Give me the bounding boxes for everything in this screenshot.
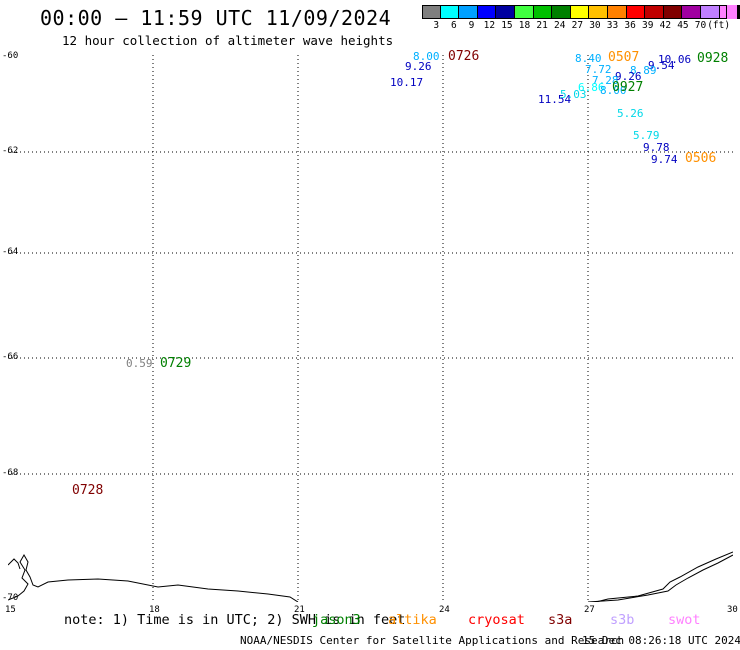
latitude-label: -70 — [2, 593, 19, 603]
scale-label: 30 — [589, 20, 601, 31]
wave-height-label: 9.78 — [643, 141, 670, 154]
wave-height-label: 8.40 — [575, 52, 602, 65]
scale-label: 3 — [433, 20, 440, 31]
scale-label: 15 — [501, 20, 513, 31]
scale-swatch — [458, 5, 477, 19]
scale-swatch — [422, 5, 440, 19]
longitude-label: 24 — [439, 605, 450, 615]
wave-height-label: 7.28 — [592, 74, 619, 87]
scale-label: 36 — [624, 20, 636, 31]
credits-timestamp: 15 Dec 08:26:18 UTC 2024 — [582, 634, 740, 647]
wave-height-label: 8.00 — [600, 84, 627, 97]
map-subtitle: 12 hour collection of altimeter wave hei… — [62, 33, 394, 48]
latitude-label: -60 — [2, 51, 19, 61]
scale-swatch — [439, 5, 459, 19]
scale-label: 27 — [571, 20, 584, 31]
map-title: 00:00 – 11:59 UTC 11/09/2024 — [40, 6, 392, 30]
wave-height-label: 9.54 — [648, 59, 675, 72]
wave-height-label: 9.74 — [651, 153, 678, 166]
scale-swatch — [606, 5, 626, 19]
scale-swatch — [737, 5, 740, 19]
pass-time-label: 0927 — [612, 80, 644, 95]
pass-time-label: 0928 — [697, 51, 729, 66]
pass-time-label: 0507 — [608, 50, 640, 65]
pass-time-label: 0729 — [160, 356, 192, 371]
scale-swatch — [644, 5, 663, 19]
longitude-label: 30 — [727, 605, 738, 615]
wave-height-label: 7.72 — [585, 63, 612, 76]
scale-swatch — [718, 5, 738, 19]
scale-label: 21 — [536, 20, 548, 31]
scale-swatch — [513, 5, 533, 19]
wave-height-label: 6.86 — [578, 81, 605, 94]
wave-height-label: 11.54 — [538, 93, 572, 106]
latitude-label: -66 — [2, 352, 19, 362]
wave-height-label: 10.17 — [390, 76, 424, 89]
coastline — [8, 553, 733, 602]
scale-swatch — [699, 5, 719, 19]
grid-lines — [8, 55, 733, 602]
wave-height-label: 9.26 — [405, 60, 432, 73]
scale-swatch — [495, 5, 514, 19]
wave-height-label: 10.06 — [658, 53, 692, 66]
scale-swatch — [588, 5, 607, 19]
satellite-legend-s3a: s3a — [548, 612, 573, 628]
longitude-label: 21 — [294, 605, 305, 615]
scale-label: 70 — [694, 20, 707, 31]
scale-swatch — [625, 5, 645, 19]
pass-time-label: 0726 — [448, 49, 480, 64]
wave-height-label: 8.00 — [413, 50, 440, 63]
longitude-label: 15 — [5, 605, 16, 615]
credits-source: NOAA/NESDIS Center for Satellite Applica… — [240, 634, 625, 647]
wave-height-label: 5.79 — [633, 129, 660, 142]
wave-height-label: 5.03 — [560, 88, 587, 101]
longitude-label: 18 — [149, 605, 160, 615]
coastline-secondary — [595, 551, 733, 602]
pass-time-label: 0506 — [685, 151, 717, 166]
scale-label: 9 — [468, 20, 475, 31]
scale-label: 42 — [659, 20, 672, 31]
scale-label: (ft) — [707, 20, 731, 31]
wave-height-label: 8.89 — [630, 64, 657, 77]
scale-swatch — [662, 5, 682, 19]
scale-label: 45 — [677, 20, 689, 31]
wave-height-label: 9.26 — [615, 70, 642, 83]
latitude-label: -62 — [2, 146, 19, 156]
scale-label: 24 — [554, 20, 566, 31]
satellite-legend-swot: swot — [668, 612, 701, 628]
color-scale-bar — [422, 5, 740, 19]
scale-label: 39 — [642, 20, 654, 31]
satellite-legend-jason3: jason3 — [312, 612, 361, 628]
wave-height-label: 0.59 — [126, 357, 153, 370]
wave-height-label: 5.26 — [617, 107, 644, 120]
map-plot — [8, 55, 733, 602]
scale-label: 18 — [518, 20, 531, 31]
scale-swatch — [551, 5, 570, 19]
scale-swatch — [681, 5, 700, 19]
scale-label: 6 — [451, 20, 457, 31]
scale-label: 33 — [606, 20, 619, 31]
satellite-legend-cryosat: cryosat — [468, 612, 525, 628]
latitude-label: -64 — [2, 247, 19, 257]
satellite-legend-s3b: s3b — [610, 612, 635, 628]
latitude-label: -68 — [2, 468, 19, 478]
longitude-label: 27 — [584, 605, 595, 615]
scale-swatch — [476, 5, 496, 19]
scale-label: 12 — [483, 20, 496, 31]
scale-swatch — [532, 5, 552, 19]
satellite-legend-altika: altika — [388, 612, 437, 628]
pass-time-label: 0728 — [72, 483, 104, 498]
scale-swatch — [569, 5, 589, 19]
legend-note: note: 1) Time is in UTC; 2) SWH is in fe… — [64, 612, 406, 628]
